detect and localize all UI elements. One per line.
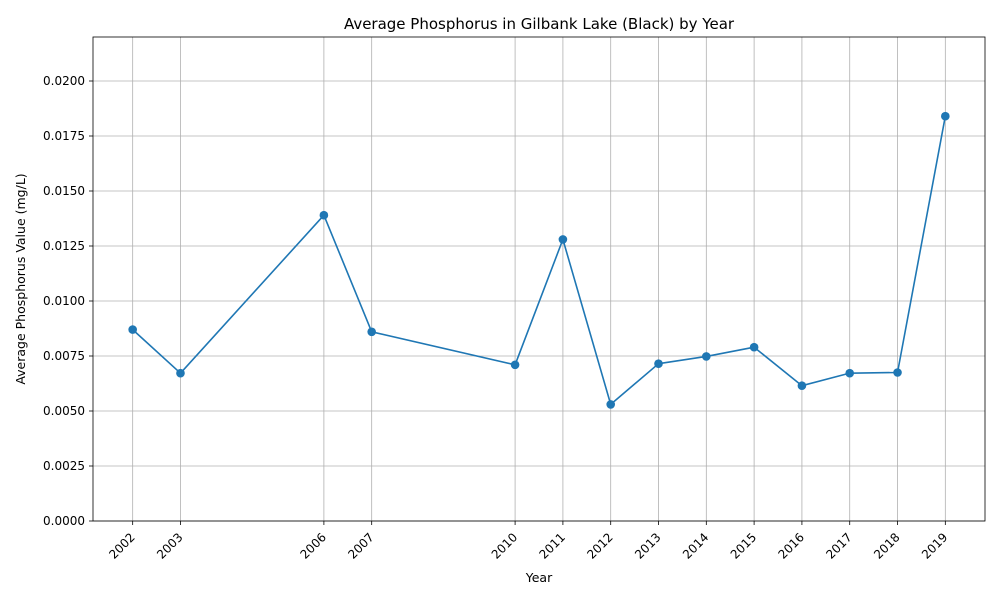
data-point xyxy=(606,400,616,409)
y-tick-label: 0.0025 xyxy=(43,459,85,473)
y-tick-label: 0.0200 xyxy=(43,74,85,88)
plot-area-frame xyxy=(92,36,986,522)
data-point xyxy=(558,235,568,244)
data-point xyxy=(702,352,711,361)
y-tick-label: 0.0150 xyxy=(43,184,85,198)
data-point xyxy=(797,381,807,391)
data-point xyxy=(654,359,663,369)
data-point xyxy=(176,368,185,378)
data-point xyxy=(128,325,137,334)
data-point xyxy=(367,327,376,337)
data-point xyxy=(893,368,902,377)
series-group xyxy=(128,111,950,409)
data-point xyxy=(510,360,520,370)
y-tick-label: 0.0075 xyxy=(43,349,85,363)
data-point xyxy=(319,210,329,220)
data-point xyxy=(845,368,855,378)
data-point xyxy=(941,111,950,121)
x-axis-label: Year xyxy=(525,570,553,585)
y-tick-label: 0.0050 xyxy=(43,404,85,418)
y-tick-label: 0.0175 xyxy=(43,129,85,143)
y-axis-label: Average Phosphorus Value (mg/L) xyxy=(13,173,28,384)
y-tick-label: 0.0100 xyxy=(43,294,85,308)
series-line xyxy=(132,116,947,406)
data-point xyxy=(749,342,759,352)
y-tick-label: 0.0125 xyxy=(43,239,85,253)
y-tick-label: 0.0000 xyxy=(43,514,85,528)
chart-title: Average Phosphorus in Gilbank Lake (Blac… xyxy=(344,15,735,33)
